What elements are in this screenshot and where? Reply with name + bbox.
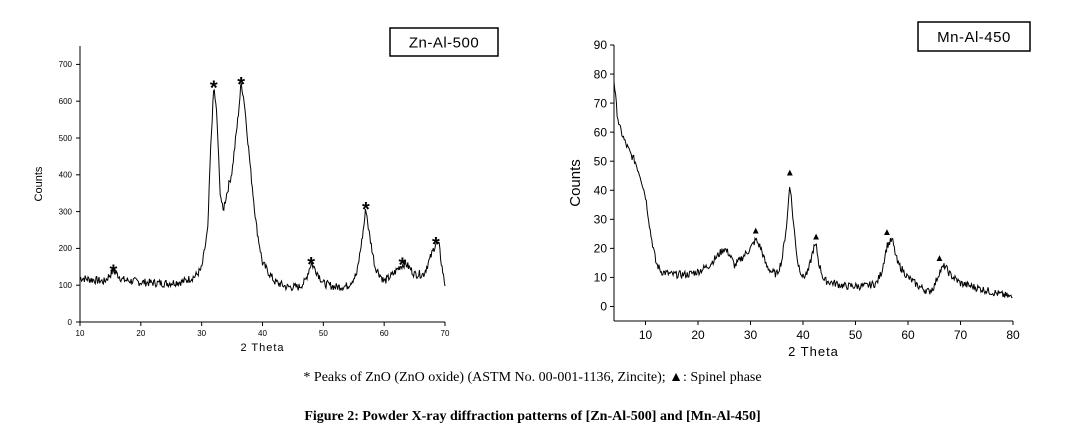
y-tick-label: 600: [59, 97, 73, 106]
peak-marker-asterisk: *: [110, 261, 118, 283]
series-line: [79, 82, 446, 292]
x-tick-label: 50: [319, 329, 328, 338]
peak-marker-asterisk: *: [399, 254, 407, 276]
y-tick-label: 500: [59, 134, 73, 143]
y-tick-label: 400: [59, 171, 73, 180]
y-tick-label: 70: [594, 96, 608, 110]
x-tick-label: 40: [258, 329, 267, 338]
y-tick-label: 100: [59, 281, 73, 290]
series-line: [613, 81, 1013, 299]
chart-title-box: [917, 21, 1031, 52]
x-tick-label: 70: [441, 329, 450, 338]
y-tick-label: 10: [594, 271, 608, 285]
x-tick-label: 10: [639, 328, 653, 342]
peak-marker-triangle: ▲: [882, 227, 892, 238]
chart-title-box: [389, 27, 499, 57]
x-axis-label: 2 Theta: [240, 342, 284, 354]
x-tick-label: 30: [197, 329, 206, 338]
y-tick-label: 90: [594, 38, 608, 52]
y-tick-label: 0: [600, 300, 607, 314]
x-tick-label: 50: [849, 328, 863, 342]
peak-marker-triangle: ▲: [785, 168, 795, 179]
y-axis-label: Counts: [33, 166, 45, 201]
y-tick-label: 60: [594, 125, 608, 139]
figure-caption: Figure 2: Powder X-ray diffraction patte…: [304, 409, 761, 424]
x-tick-label: 80: [1006, 328, 1020, 342]
peak-marker-asterisk: *: [362, 199, 370, 221]
x-tick-label: 60: [380, 329, 389, 338]
peak-marker-asterisk: *: [210, 77, 218, 99]
chart-title: Mn-Al-450: [937, 29, 1011, 46]
y-tick-label: 30: [594, 213, 608, 227]
y-tick-label: 300: [59, 207, 73, 216]
y-tick-label: 40: [594, 183, 608, 197]
y-axis-label: Counts: [567, 159, 584, 207]
y-tick-label: 80: [594, 67, 608, 81]
peak-legend-note: * Peaks of ZnO (ZnO oxide) (ASTM No. 00-…: [303, 370, 762, 385]
peak-marker-asterisk: *: [307, 254, 315, 276]
x-tick-label: 10: [76, 329, 85, 338]
x-tick-label: 20: [136, 329, 145, 338]
x-tick-label: 40: [796, 328, 810, 342]
y-tick-label: 50: [594, 154, 608, 168]
y-tick-label: 0: [68, 318, 73, 327]
peak-marker-triangle: ▲: [811, 231, 821, 242]
y-tick-label: 700: [59, 60, 73, 69]
peak-marker-triangle: ▲: [935, 253, 945, 264]
x-axis-label: 2 Theta: [788, 344, 839, 359]
x-tick-label: 60: [901, 328, 915, 342]
x-tick-label: 20: [691, 328, 705, 342]
x-tick-label: 70: [954, 328, 968, 342]
y-tick-label: 200: [59, 244, 73, 253]
chart-title: Zn-Al-500: [409, 34, 479, 51]
x-tick-label: 30: [744, 328, 758, 342]
peak-marker-triangle: ▲: [751, 226, 761, 237]
y-tick-label: 20: [594, 242, 608, 256]
peak-marker-asterisk: *: [432, 234, 440, 256]
peak-marker-asterisk: *: [237, 74, 245, 96]
